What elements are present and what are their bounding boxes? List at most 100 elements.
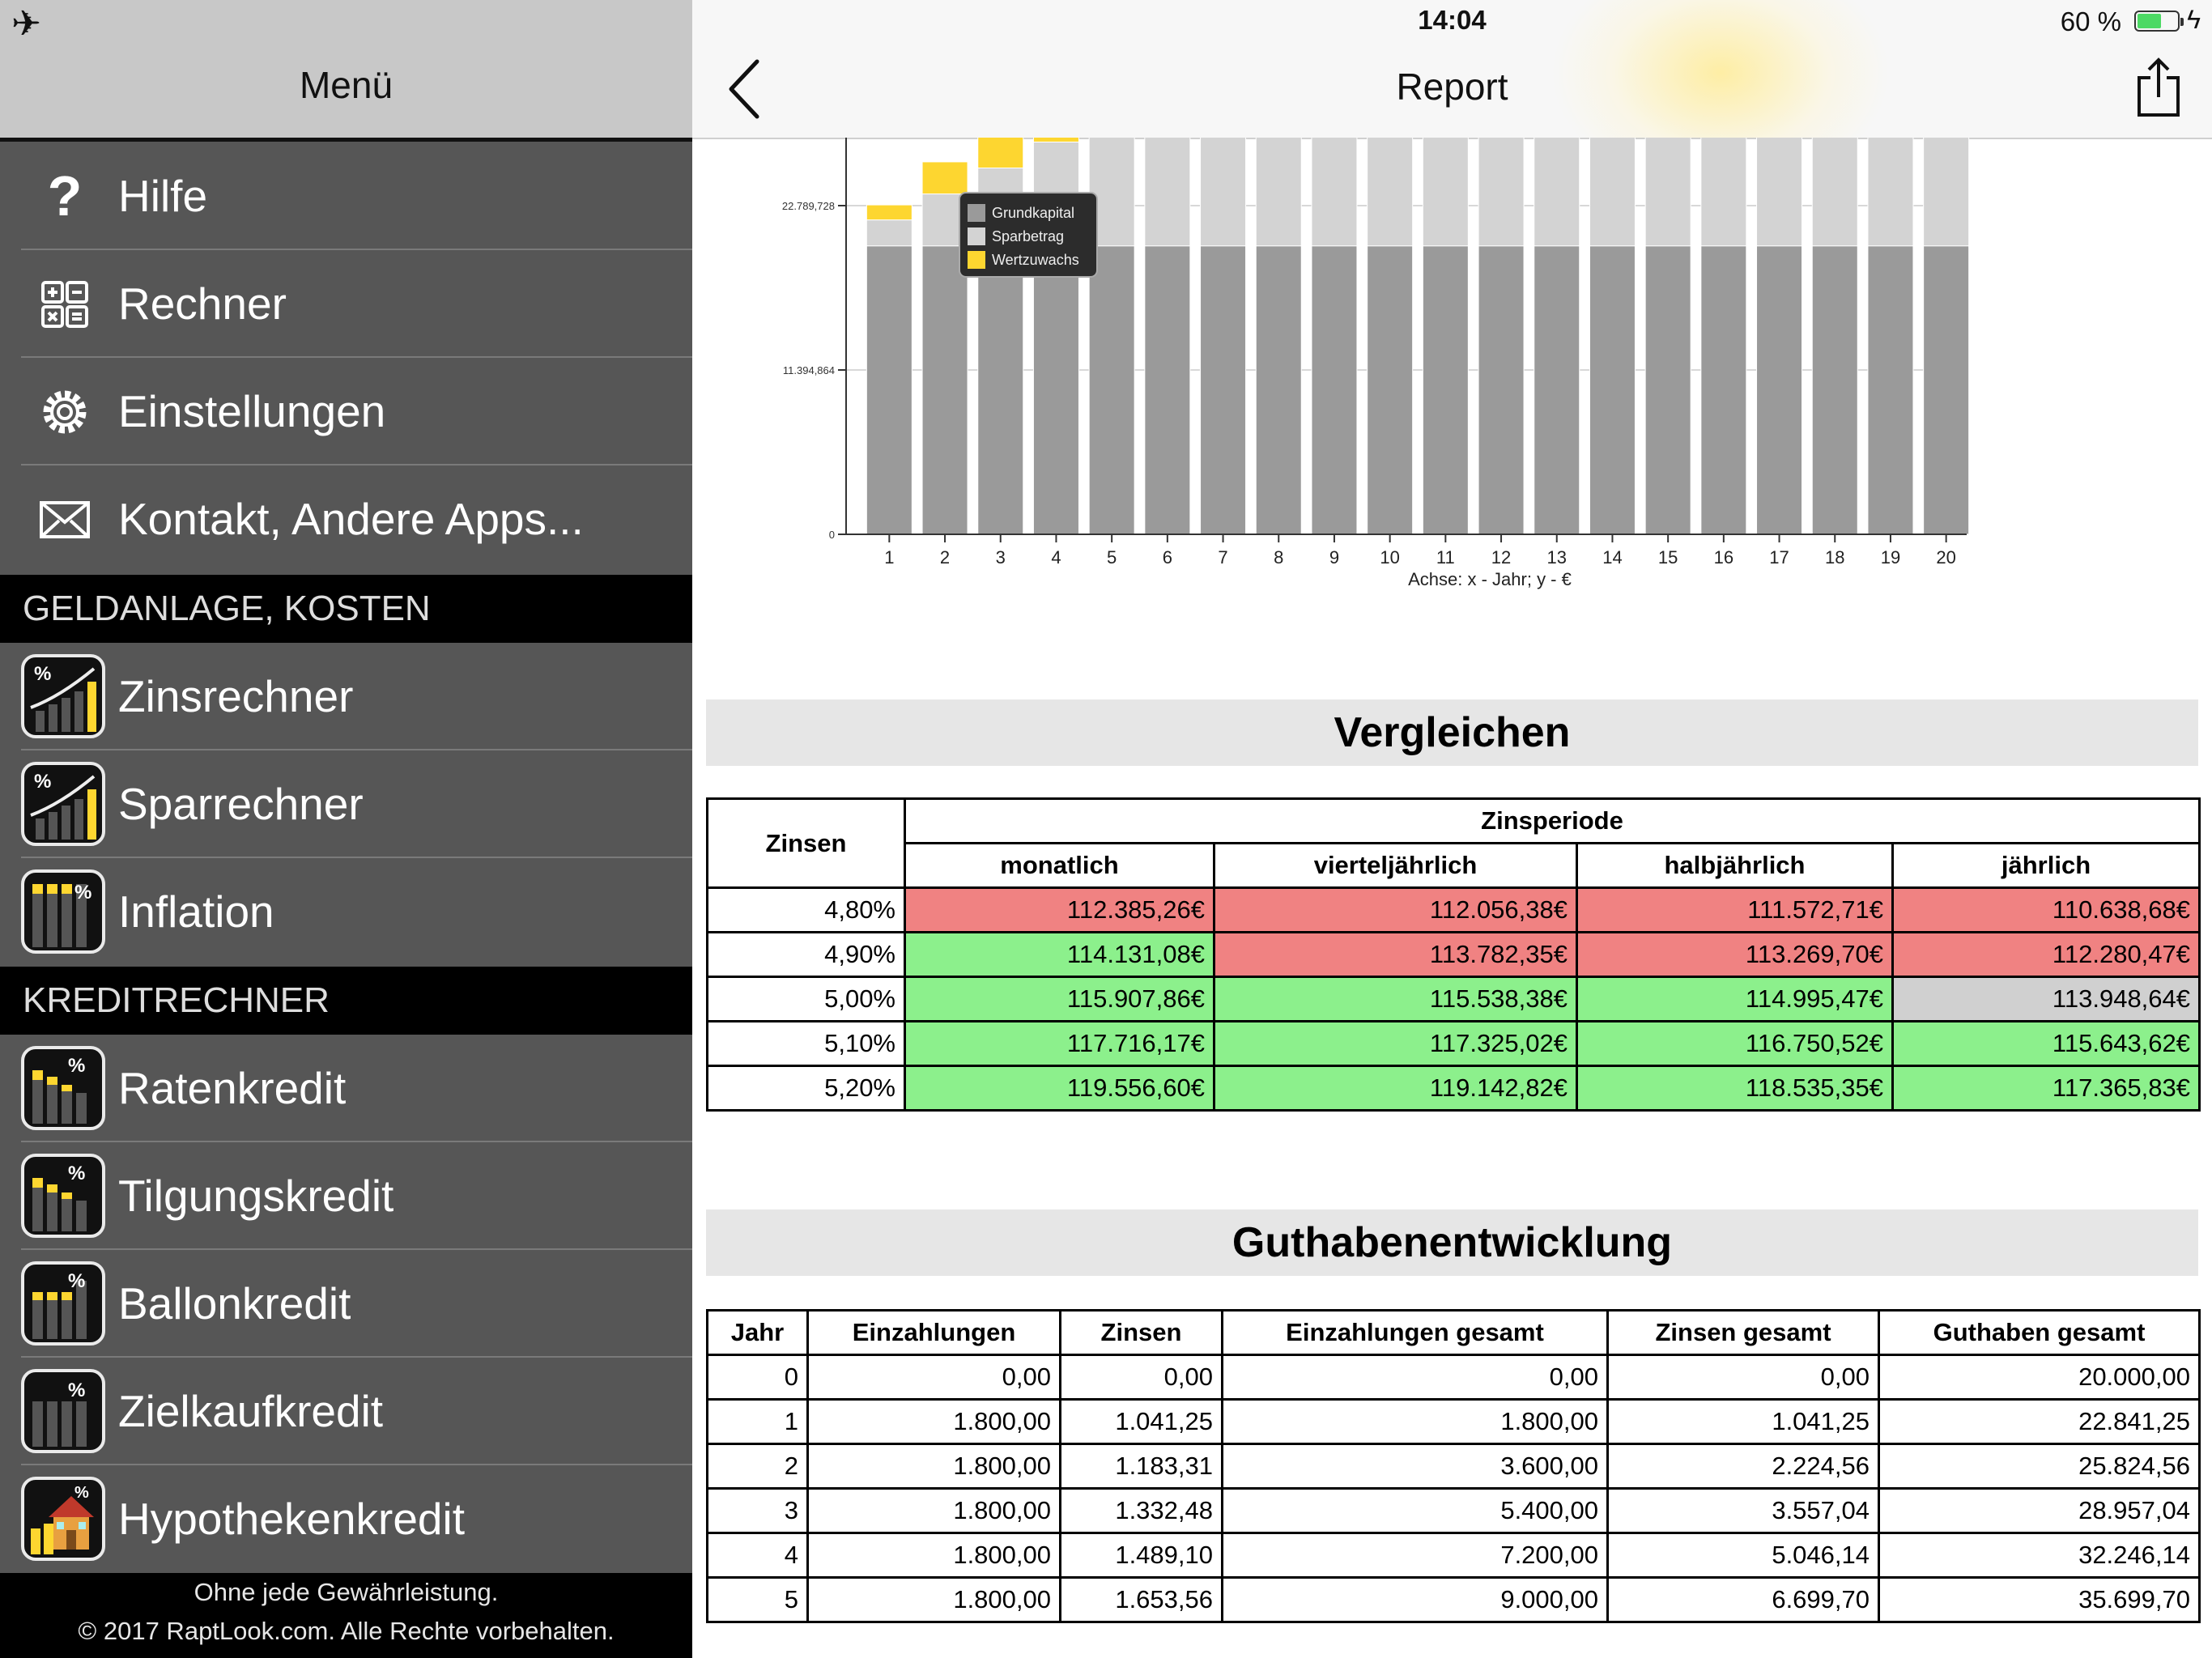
growth-cell: 2 <box>706 1443 809 1490</box>
menu-item-ratenkredit[interactable]: % Ratenkredit <box>0 1035 692 1142</box>
menu-item-kontakt[interactable]: Kontakt, Andere Apps... <box>0 466 692 573</box>
svg-text:%: % <box>68 1380 85 1401</box>
growth-cell: 35.699,70 <box>1878 1576 2201 1623</box>
share-button[interactable] <box>2134 57 2183 118</box>
growth-cell: 1.800,00 <box>806 1487 1061 1534</box>
menu-item-ballonkredit[interactable]: % Ballonkredit <box>0 1250 692 1358</box>
menu-item-rechner[interactable]: Rechner <box>0 250 692 358</box>
growth-table: Jahr Einzahlungen Zinsen Einzahlungen ge… <box>706 1309 2201 1623</box>
compare-value-cell: 112.280,47€ <box>1891 931 2201 978</box>
legend-box <box>959 192 1098 278</box>
menu-item-sparrechner[interactable]: % Sparrechner <box>0 750 692 858</box>
x-tick-label: 3 <box>996 547 1006 568</box>
growth-col-header: Einzahlungen gesamt <box>1221 1309 1609 1356</box>
growth-row: 1 1.800,00 1.041,25 1.800,00 1.041,25 22.841,… <box>706 1398 2201 1445</box>
bar-sparbetrag <box>1923 138 1970 247</box>
x-tick-label: 2 <box>940 547 950 568</box>
menu-item-tilgungskredit[interactable]: % Tilgungskredit <box>0 1142 692 1250</box>
growth-col-header: Guthaben gesamt <box>1878 1309 2201 1356</box>
battery-percentage: 60 % <box>2060 6 2121 36</box>
compare-value-cell: 117.365,83€ <box>1891 1065 2201 1112</box>
bar-sparbetrag <box>1255 138 1302 247</box>
bar-grundkapital <box>1367 245 1414 535</box>
growth-cell: 22.841,25 <box>1878 1398 2201 1445</box>
inflation-app-icon: % <box>21 869 105 954</box>
x-tick-label: 9 <box>1329 547 1339 568</box>
compare-row: 4,80% 112.385,26€ 112.056,38€ 111.572,71€ 11… <box>706 886 2201 933</box>
compare-value-cell: 113.269,70€ <box>1576 931 1894 978</box>
chevron-left-icon <box>729 59 759 119</box>
menu-item-einstellungen[interactable]: Einstellungen <box>0 358 692 466</box>
back-button[interactable] <box>725 57 765 121</box>
compare-row-header: Zinsen <box>706 797 906 889</box>
x-tick-label: 14 <box>1602 547 1622 568</box>
bar-grundkapital <box>1589 245 1636 535</box>
sidebar-menu: ✈ Menü ? Hilfe Rechner Einstellung <box>0 0 692 1658</box>
menu-item-label: Ratenkredit <box>118 1063 347 1113</box>
svg-text:%: % <box>34 663 51 685</box>
section-title-vergleichen: Vergleichen <box>706 699 2198 766</box>
growth-cell: 1.489,10 <box>1059 1532 1223 1579</box>
growth-cell: 32.246,14 <box>1878 1532 2201 1579</box>
compare-value-cell: 119.556,60€ <box>904 1065 1215 1112</box>
menu-item-zielkaufkredit[interactable]: % Zielkaufkredit <box>0 1358 692 1465</box>
growth-cell: 1 <box>706 1398 809 1445</box>
mail-icon <box>23 489 107 550</box>
compare-value-cell: 117.325,02€ <box>1213 1020 1578 1067</box>
bar-grundkapital <box>1756 245 1803 535</box>
menu-item-zinsrechner[interactable]: % Zinsrechner <box>0 643 692 750</box>
legend-swatch <box>968 251 985 269</box>
compare-col-header: monatlich <box>904 842 1215 889</box>
menu-item-hypothekenkredit[interactable]: % Hypothekenkredit <box>0 1465 692 1573</box>
legend-swatch <box>968 227 985 245</box>
svg-text:%: % <box>68 1270 85 1292</box>
x-tick-label: 5 <box>1107 547 1117 568</box>
section-header-kreditrechner: KREDITRECHNER <box>0 967 692 1035</box>
growth-cell: 9.000,00 <box>1221 1576 1609 1623</box>
compare-value-cell: 114.995,47€ <box>1576 976 1894 1022</box>
menu-item-hilfe[interactable]: ? Hilfe <box>0 142 692 250</box>
bar-grundkapital <box>1200 245 1247 535</box>
bar-sparbetrag <box>1644 138 1691 247</box>
x-tick-label: 16 <box>1714 547 1733 568</box>
growth-cell: 0,00 <box>806 1354 1061 1401</box>
compare-row: 4,90% 114.131,08€ 113.782,35€ 113.269,70€ 11… <box>706 931 2201 978</box>
menu-item-label: Zielkaufkredit <box>118 1386 384 1436</box>
growth-cell: 1.041,25 <box>1059 1398 1223 1445</box>
growth-cell: 4 <box>706 1532 809 1579</box>
menu-item-inflation[interactable]: % Inflation <box>0 858 692 966</box>
bar-sparbetrag <box>1811 138 1858 247</box>
compare-value-cell: 113.948,64€ <box>1891 976 2201 1022</box>
bar-wertzuwachs <box>866 204 912 221</box>
bar-grundkapital <box>1311 245 1358 535</box>
compare-value-cell: 110.638,68€ <box>1891 886 2201 933</box>
calculator-icon <box>23 274 107 334</box>
compare-col-header: halbjährlich <box>1576 842 1894 889</box>
compare-row: 5,20% 119.556,60€ 119.142,82€ 118.535,35€ 11… <box>706 1065 2201 1112</box>
growth-col-header: Zinsen gesamt <box>1606 1309 1880 1356</box>
growth-cell: 0,00 <box>1221 1354 1609 1401</box>
compare-value-cell: 114.131,08€ <box>904 931 1215 978</box>
growth-row: 4 1.800,00 1.489,10 7.200,00 5.046,14 32.246,… <box>706 1532 2201 1579</box>
growth-row: 3 1.800,00 1.332,48 5.400,00 3.557,04 28.957,… <box>706 1487 2201 1534</box>
compare-value-cell: 115.538,38€ <box>1213 976 1578 1022</box>
menu-item-label: Rechner <box>118 278 287 329</box>
menu-item-label: Ballonkredit <box>118 1278 351 1329</box>
menu-item-label: Sparrechner <box>118 779 364 829</box>
menu-item-label: Inflation <box>118 886 274 937</box>
x-tick-label: 13 <box>1547 547 1567 568</box>
copyright-text: © 2017 RaptLook.com. Alle Rechte vorbeha… <box>78 1617 615 1645</box>
share-icon <box>2138 57 2180 117</box>
section-title-guthabenentwicklung: Guthabenentwicklung <box>706 1209 2198 1276</box>
growth-cell: 0,00 <box>1606 1354 1880 1401</box>
x-tick-label: 17 <box>1769 547 1789 568</box>
interest-rate-cell: 4,90% <box>706 931 906 978</box>
y-tick-label: 22.789,728 <box>782 200 835 212</box>
tilgungskredit-app-icon: % <box>21 1154 105 1238</box>
zinsrechner-app-icon: % <box>21 654 105 738</box>
disclaimer-text: Ohne jede Gewährleistung. <box>194 1578 499 1606</box>
svg-text:%: % <box>34 771 51 793</box>
bar-sparbetrag <box>1144 138 1191 247</box>
bar-wertzuwachs <box>921 161 968 195</box>
savings-stacked-bar-chart: 011.394,86422.789,72834.184,59345.579,45… <box>782 138 1970 589</box>
